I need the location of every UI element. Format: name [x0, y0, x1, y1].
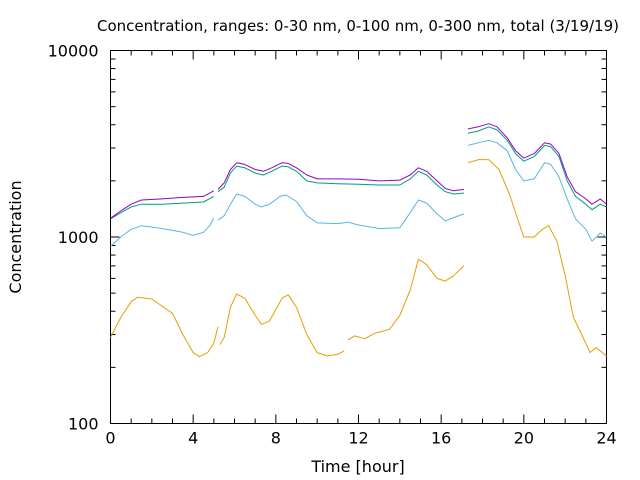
- series-line-segment: [219, 293, 345, 357]
- series-layer: [110, 123, 607, 358]
- chart-title: Concentration, ranges: 0-30 nm, 0-100 nm…: [97, 17, 619, 35]
- y-tick-label: 10000: [48, 42, 99, 61]
- series-line-segment: [217, 162, 464, 192]
- series-line-segment: [467, 159, 607, 357]
- series-3: [110, 126, 607, 220]
- series-line-segment: [347, 258, 465, 341]
- series-4: [110, 123, 607, 219]
- series-1: [110, 159, 607, 358]
- x-axis: 0 4 8 12 16 20 24: [105, 50, 617, 448]
- series-line-segment: [110, 190, 215, 219]
- x-tick-label: 4: [188, 429, 198, 448]
- series-line-segment: [467, 123, 607, 205]
- series-line-segment: [110, 195, 215, 220]
- series-line-segment: [217, 193, 465, 229]
- series-2: [110, 139, 607, 247]
- y-axis-label: Concentration: [6, 180, 25, 293]
- x-tick-label: 20: [514, 429, 534, 448]
- series-line-segment: [217, 165, 464, 195]
- y-axis: 100 1000 10000: [48, 42, 607, 434]
- series-line-segment: [467, 139, 607, 242]
- series-line-segment: [110, 296, 219, 358]
- y-tick-label: 100: [68, 415, 99, 434]
- x-tick-label: 24: [596, 429, 616, 448]
- x-tick-label: 0: [105, 429, 115, 448]
- x-tick-label: 8: [271, 429, 281, 448]
- series-line-segment: [110, 218, 215, 247]
- x-tick-label: 16: [431, 429, 451, 448]
- series-line-segment: [467, 126, 607, 211]
- y-tick-label: 1000: [58, 228, 99, 247]
- x-axis-label: Time [hour]: [310, 457, 404, 476]
- x-tick-label: 12: [348, 429, 368, 448]
